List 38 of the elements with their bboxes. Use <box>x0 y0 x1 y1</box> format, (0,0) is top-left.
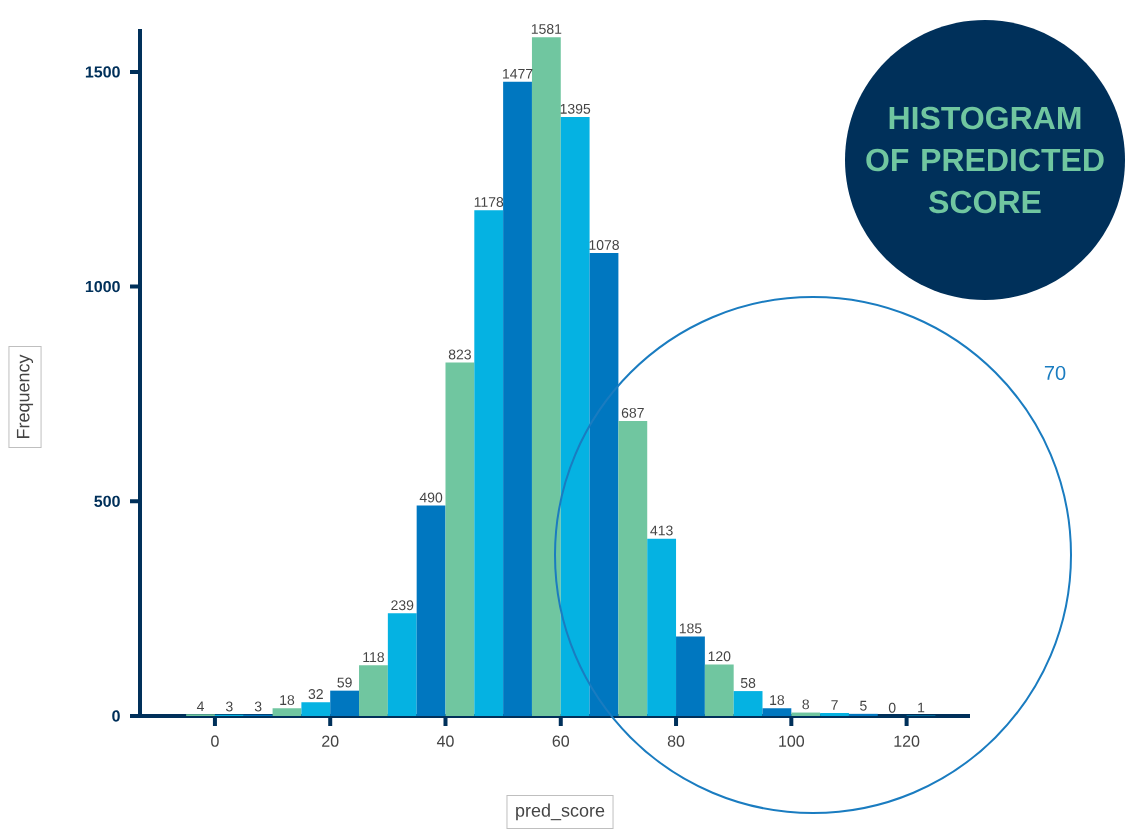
y-tick-label: 500 <box>94 495 120 507</box>
data-label: 18 <box>280 695 295 706</box>
data-label: 58 <box>740 677 756 688</box>
data-label: 118 <box>363 652 384 663</box>
data-label: 4 <box>196 701 204 712</box>
data-label: 1581 <box>531 24 562 34</box>
data-label: 3 <box>225 701 233 712</box>
data-label: 490 <box>419 492 443 503</box>
data-label: 0 <box>888 702 896 713</box>
data-label: 8 <box>802 699 810 710</box>
data-label: 1 <box>918 702 925 713</box>
data-label: 59 <box>337 677 352 688</box>
y-tick-label: 1000 <box>85 280 120 293</box>
x-tick-label: 80 <box>667 735 685 747</box>
x-tick-label: 20 <box>322 735 339 747</box>
data-label: 1178 <box>474 197 504 207</box>
data-label: 5 <box>860 700 867 711</box>
x-tick-label: 40 <box>436 735 454 747</box>
x-tick-label: 0 <box>211 735 219 747</box>
text: 70 <box>1044 365 1066 381</box>
data-label: 120 <box>708 651 731 662</box>
data-label: 7 <box>831 700 838 710</box>
text: HISTOGRAM OF PREDICTED SCORE <box>866 106 1104 214</box>
data-label: 687 <box>621 407 644 418</box>
y-tick-label: 0 <box>112 710 120 722</box>
x-tick-label: 120 <box>894 735 920 747</box>
data-label: 823 <box>448 349 471 360</box>
x-tick-label: 100 <box>779 735 805 747</box>
data-label: 185 <box>679 623 702 634</box>
y-axis-title: Frequency <box>16 354 34 439</box>
data-label: 32 <box>308 689 323 700</box>
y-tick-label: 1500 <box>85 66 120 78</box>
data-label: 18 <box>770 695 785 706</box>
x-tick-label: 60 <box>552 735 570 747</box>
data-label: 239 <box>391 600 414 611</box>
data-label: 3 <box>254 701 262 712</box>
x-axis-title: pred_score <box>516 803 605 821</box>
data-label: 413 <box>650 525 673 536</box>
